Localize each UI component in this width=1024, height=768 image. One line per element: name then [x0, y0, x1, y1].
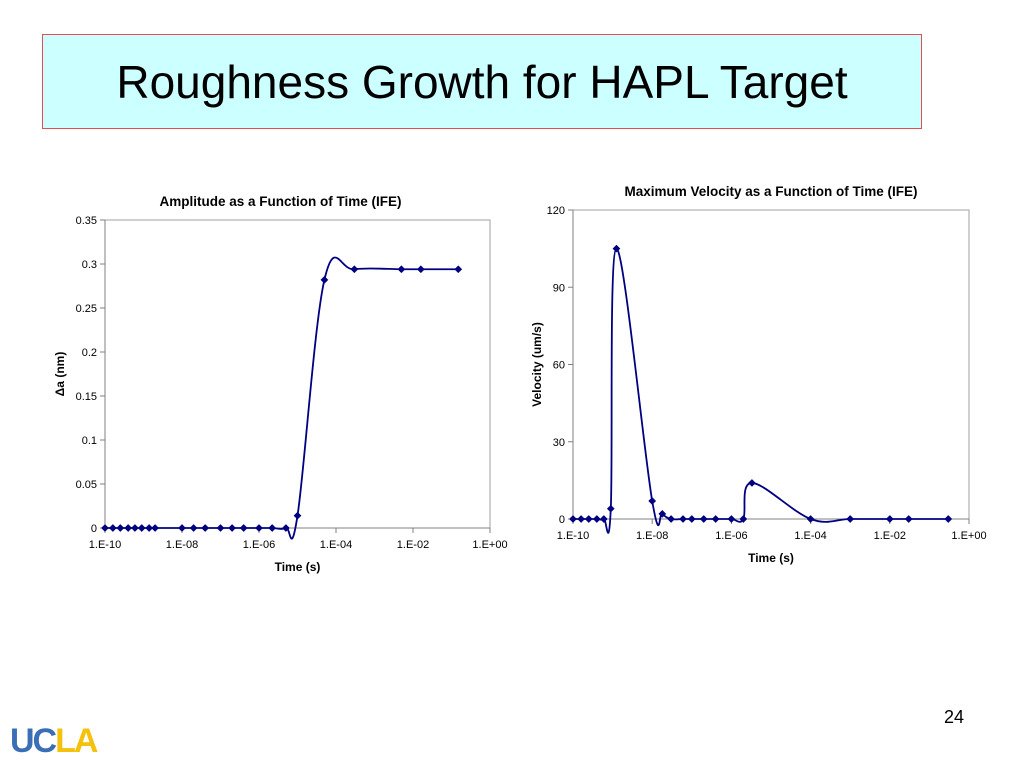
data-point-marker [145, 524, 154, 532]
data-point-marker [101, 524, 109, 532]
y-tick-label: 30 [553, 437, 565, 449]
y-tick-label: 120 [547, 205, 565, 217]
x-tick-label: 1.E-08 [166, 539, 198, 551]
data-point-marker [416, 265, 425, 274]
data-point-marker [108, 524, 117, 532]
data-point-marker [131, 524, 139, 532]
logo-part-la: LA [55, 722, 98, 760]
y-tick-label: 60 [553, 360, 565, 372]
data-point-marker [658, 509, 667, 518]
x-tick-label: 1.E+00 [472, 539, 507, 551]
data-point-marker [216, 524, 225, 532]
data-point-marker [201, 524, 210, 532]
slide-title: Roughness Growth for HAPL Target [116, 55, 848, 108]
data-point-marker [711, 515, 720, 523]
data-point-marker [846, 515, 855, 523]
chart-title: Amplitude as a Function of Time (IFE) [159, 194, 401, 209]
y-tick-label: 0.3 [82, 259, 97, 271]
x-tick-label: 1.E-06 [243, 539, 275, 551]
data-point-marker [679, 515, 687, 523]
data-point-marker [727, 515, 736, 523]
data-point-marker [699, 515, 708, 523]
data-point-marker [228, 524, 237, 532]
data-point-marker [454, 265, 463, 274]
x-tick-label: 1.E-02 [874, 530, 906, 542]
data-point-marker [885, 515, 894, 523]
data-point-marker [944, 515, 953, 523]
data-point-marker [189, 524, 198, 532]
series-line [104, 256, 459, 540]
plot-area [572, 209, 970, 520]
data-point-marker [239, 524, 248, 532]
data-point-marker [124, 524, 133, 532]
data-point-marker [599, 515, 608, 523]
plot-area [104, 219, 491, 529]
data-point-marker [320, 275, 329, 284]
data-point-marker [151, 524, 160, 532]
velocity-chart: Maximum Velocity as a Function of Time (… [530, 184, 987, 565]
y-tick-label: 0 [559, 514, 565, 526]
data-point-marker [569, 515, 577, 523]
x-tick-label: 1.E-10 [557, 530, 589, 542]
y-tick-label: 0.05 [76, 479, 97, 491]
data-point-marker [592, 515, 601, 523]
x-tick-label: 1.E-02 [397, 539, 429, 551]
data-point-marker [687, 515, 696, 523]
data-point-marker [904, 515, 913, 523]
y-tick-label: 0.1 [82, 435, 97, 447]
data-point-marker [667, 515, 676, 523]
x-tick-label: 1.E-04 [794, 530, 826, 542]
chart-title: Maximum Velocity as a Function of Time (… [624, 184, 917, 199]
y-tick-label: 0.2 [82, 347, 97, 359]
x-tick-label: 1.E+00 [951, 530, 986, 542]
data-point-marker [268, 524, 277, 532]
y-tick-label: 0.35 [76, 215, 97, 227]
data-point-marker [577, 515, 586, 523]
data-point-marker [116, 524, 125, 532]
x-axis-label: Time (s) [748, 551, 794, 565]
data-point-marker [397, 265, 406, 274]
series-line [572, 247, 949, 534]
y-axis-label: Velocity (um/s) [530, 322, 544, 407]
x-axis-label: Time (s) [275, 560, 321, 574]
y-tick-label: 0.25 [76, 303, 97, 315]
data-point-marker [350, 265, 359, 274]
x-tick-label: 1.E-08 [636, 530, 668, 542]
data-point-marker [255, 524, 263, 532]
amplitude-chart: Amplitude as a Function of Time (IFE) 0 0.… [53, 194, 508, 574]
logo-part-uc: UC [10, 722, 57, 760]
x-tick-label: 1.E-04 [320, 539, 352, 551]
data-point-marker [739, 515, 748, 523]
data-point-marker [747, 478, 756, 487]
data-point-marker [648, 497, 657, 505]
title-box: Roughness Growth for HAPL Target [42, 34, 922, 129]
y-axis-label: Δa (nm) [53, 352, 67, 397]
y-tick-label: 90 [553, 282, 565, 294]
data-point-marker [178, 524, 186, 532]
data-point-marker [612, 244, 621, 253]
x-tick-label: 1.E-10 [89, 539, 121, 551]
ucla-logo: UCLA [10, 722, 98, 760]
data-point-marker [293, 511, 302, 520]
y-tick-label: 0.15 [76, 391, 97, 403]
page-number: 24 [943, 707, 964, 727]
x-tick-label: 1.E-06 [715, 530, 747, 542]
data-point-marker [137, 524, 146, 532]
y-tick-label: 0 [91, 523, 97, 535]
data-point-marker [281, 524, 290, 532]
data-point-marker [584, 515, 593, 523]
data-point-marker [806, 515, 815, 523]
data-point-marker [606, 504, 615, 513]
